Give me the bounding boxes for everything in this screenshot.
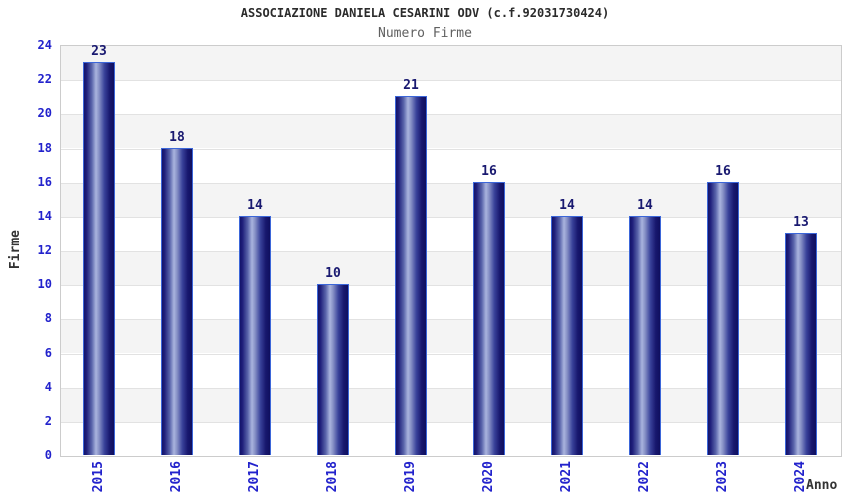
x-tick-label: 2019 xyxy=(403,461,418,493)
y-tick-label: 16 xyxy=(37,174,52,189)
y-tick-label: 14 xyxy=(37,208,52,223)
y-tick-label: 22 xyxy=(37,72,52,87)
y-tick-label: 6 xyxy=(44,345,52,360)
bar-2015 xyxy=(83,62,115,455)
x-tick-label: 2018 xyxy=(325,461,340,493)
chart-subtitle: Numero Firme xyxy=(378,26,472,41)
bar-value-label: 18 xyxy=(169,129,185,145)
bar-2019 xyxy=(395,96,427,455)
bar-2022 xyxy=(629,215,661,455)
gridline xyxy=(61,353,841,355)
bar-value-label: 16 xyxy=(715,163,731,179)
bar-value-label: 14 xyxy=(637,197,653,213)
x-tick-label: 2021 xyxy=(559,461,574,493)
plot-band xyxy=(61,80,841,115)
bar-value-label: 14 xyxy=(559,197,575,213)
gridline xyxy=(61,148,841,150)
chart-title: ASSOCIAZIONE DANIELA CESARINI ODV (c.f.9… xyxy=(240,6,610,20)
gridline xyxy=(61,216,841,218)
x-tick-label: 2016 xyxy=(169,461,184,493)
x-tick-label: 2015 xyxy=(91,461,106,493)
bar-value-label: 21 xyxy=(403,78,419,94)
gridline xyxy=(61,80,841,82)
y-tick-label: 2 xyxy=(44,413,52,428)
bar-value-label: 10 xyxy=(325,266,341,282)
gridline xyxy=(61,387,841,389)
gridline xyxy=(61,251,841,252)
bar-2017 xyxy=(239,215,271,455)
y-tick-label: 8 xyxy=(44,311,52,326)
gridline xyxy=(61,319,841,321)
bar-2020 xyxy=(473,181,505,455)
y-tick-label: 0 xyxy=(44,448,52,462)
bar-2018 xyxy=(317,284,349,455)
y-tick-label: 20 xyxy=(37,106,52,121)
bar-value-label: 16 xyxy=(481,163,497,179)
plot-band xyxy=(61,46,841,81)
x-tick-label: 2020 xyxy=(481,461,496,493)
bar-2016 xyxy=(161,147,193,455)
bar-2023 xyxy=(707,181,739,455)
gridline xyxy=(61,285,841,287)
gridline xyxy=(61,114,841,116)
x-axis-title: Anno xyxy=(806,478,838,493)
y-tick-label: 4 xyxy=(44,379,52,394)
x-tick-label: 2017 xyxy=(247,461,262,493)
x-tick-label: 2023 xyxy=(715,461,730,493)
plot-band xyxy=(61,114,841,149)
gridline xyxy=(61,421,841,423)
x-tick-label: 2022 xyxy=(637,461,652,493)
bar-value-label: 23 xyxy=(91,44,107,60)
bar-2024 xyxy=(785,232,817,455)
y-tick-label: 10 xyxy=(37,277,52,292)
bar-value-label: 13 xyxy=(793,214,809,230)
bar-2021 xyxy=(551,215,583,455)
bar-value-label: 14 xyxy=(247,197,263,213)
y-tick-label: 24 xyxy=(37,38,52,52)
y-tick-label: 18 xyxy=(37,140,52,155)
gridline xyxy=(61,182,841,184)
y-tick-label: 12 xyxy=(37,243,52,257)
